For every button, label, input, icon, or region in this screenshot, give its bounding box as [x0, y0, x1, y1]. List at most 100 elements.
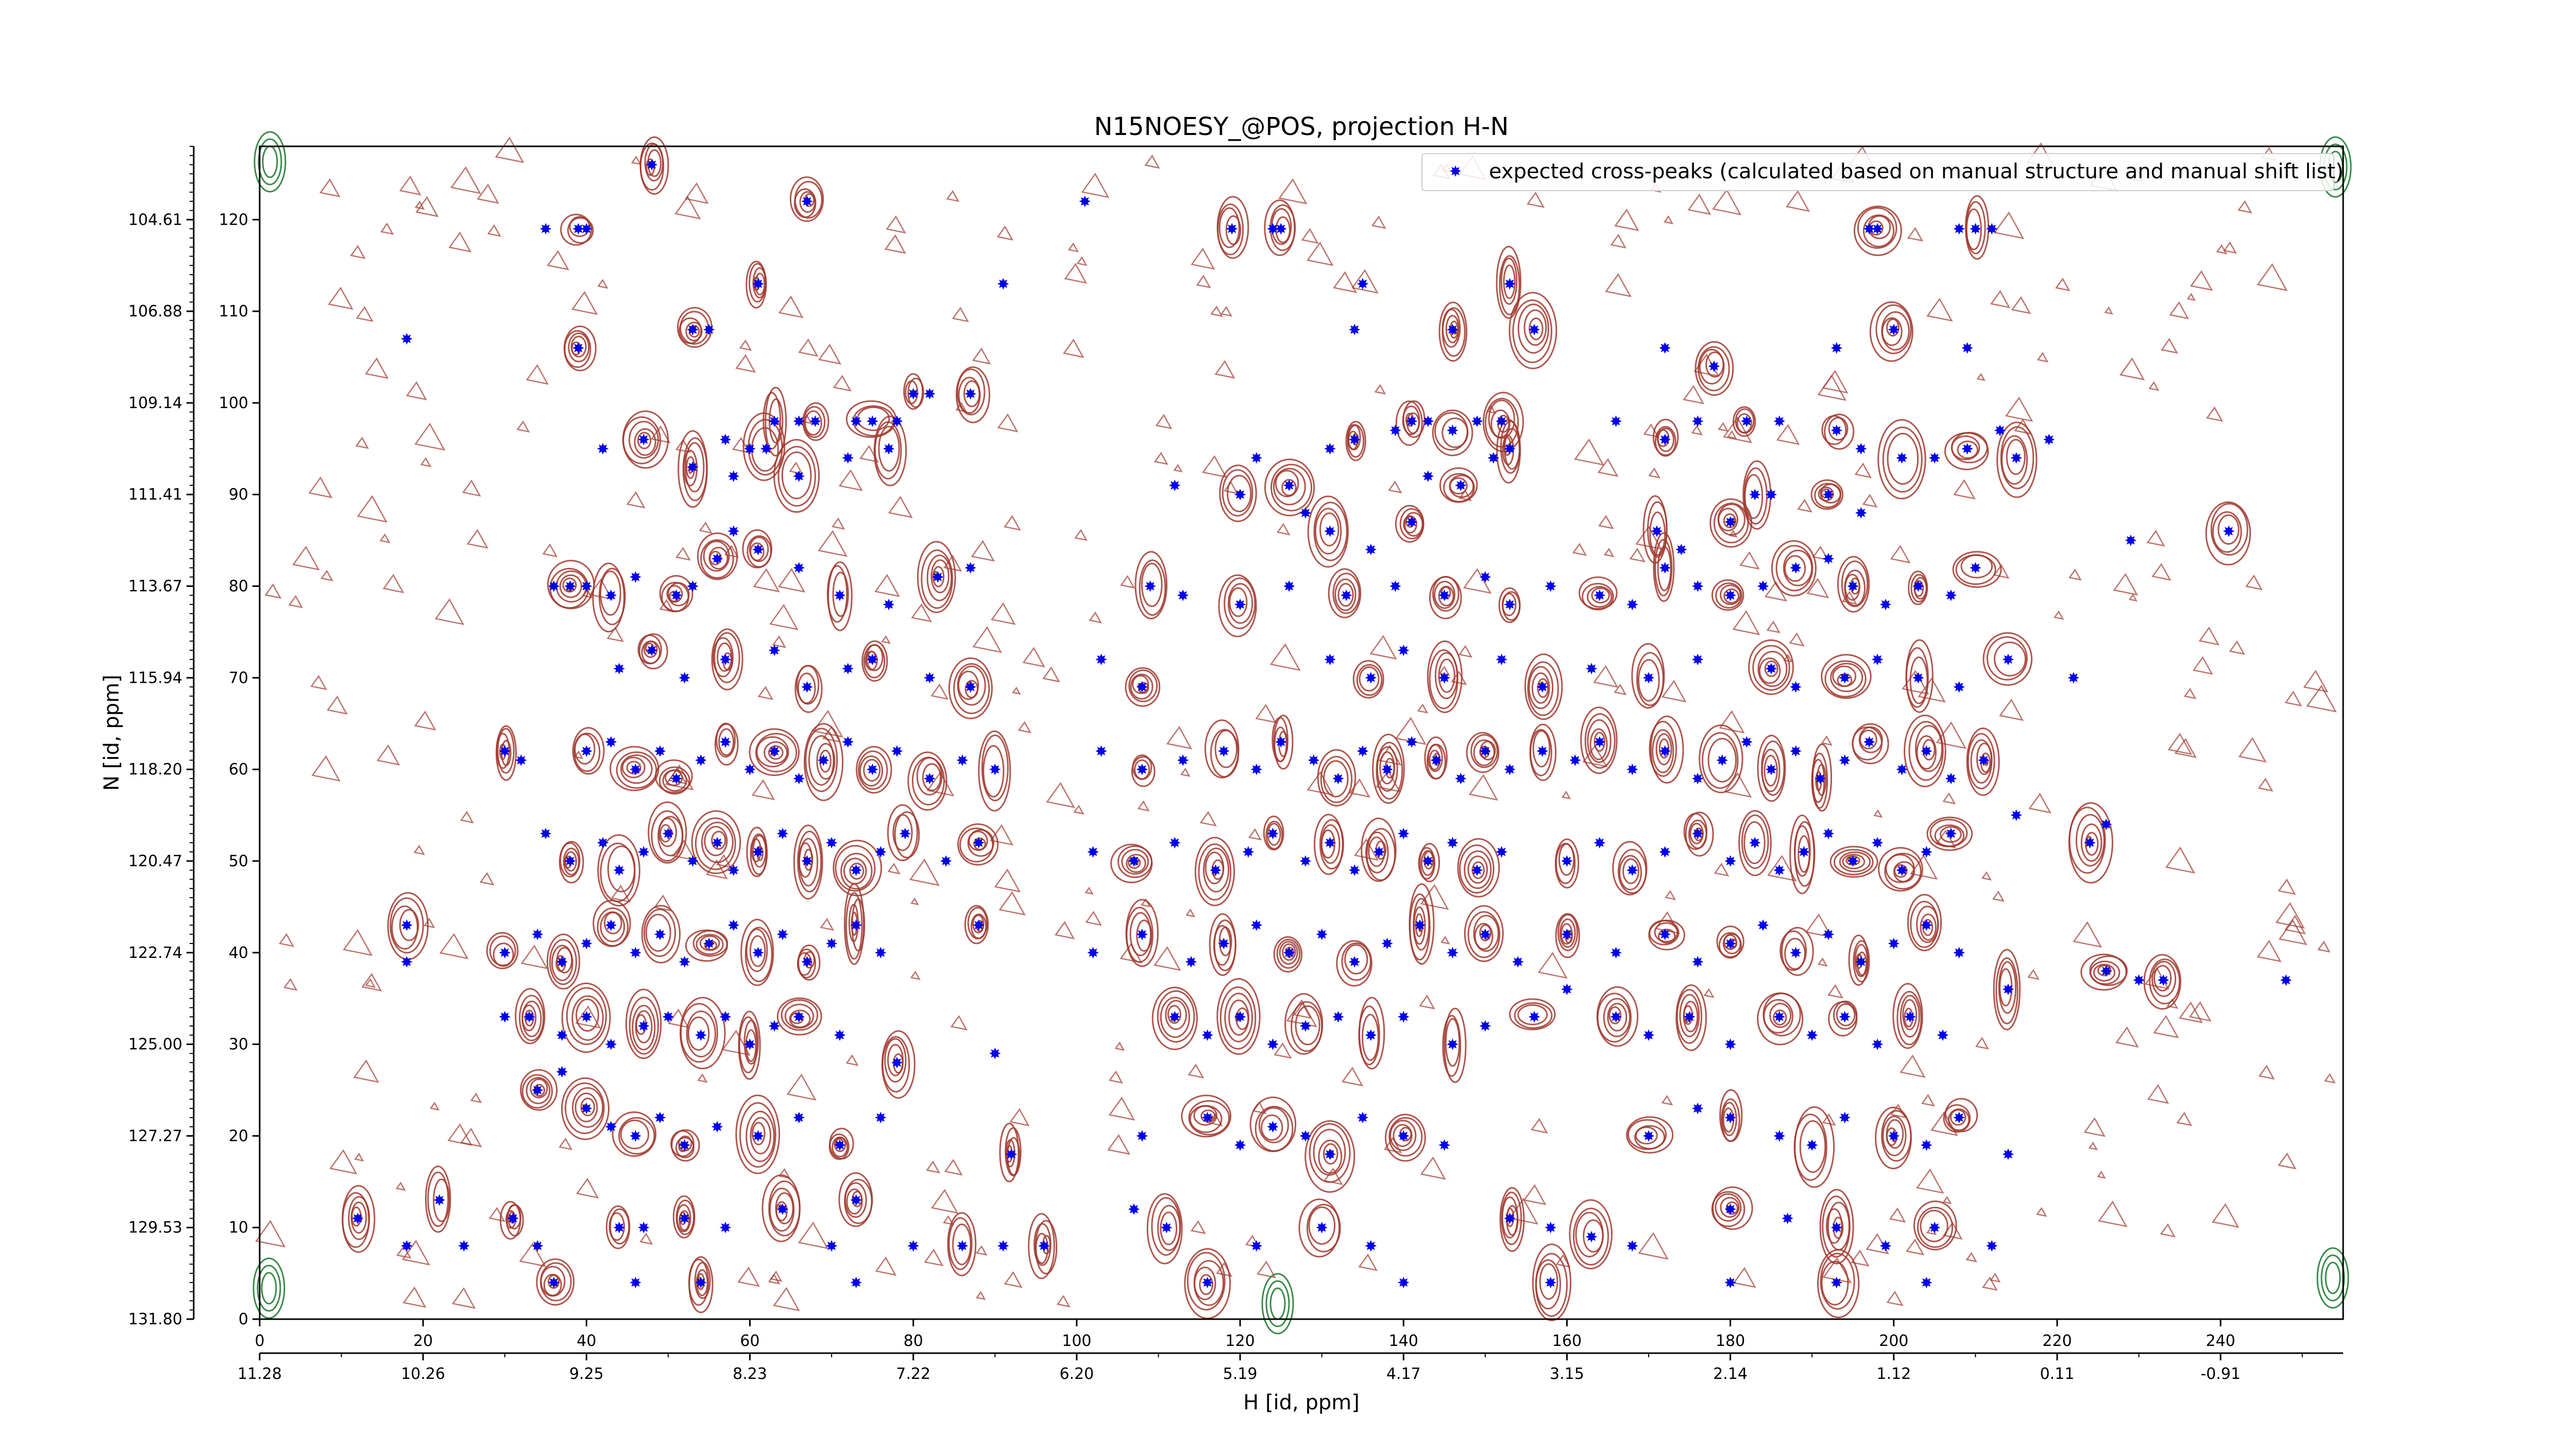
y-tick-label: 50 [229, 852, 248, 870]
noise-contour [930, 683, 949, 700]
noise-contour [420, 457, 432, 467]
cross-peak-marker [1299, 855, 1312, 867]
contour-line [765, 386, 787, 457]
noise-contour [732, 437, 751, 453]
contour-line [768, 1180, 801, 1237]
noise-contour [859, 445, 879, 463]
noise-contour [1084, 886, 1094, 895]
contour-line [1771, 540, 1817, 597]
noise-contour [2146, 530, 2165, 547]
cross-peak-marker [850, 415, 862, 427]
cross-peak-marker [752, 278, 764, 290]
cross-peak-marker [719, 1221, 732, 1234]
noise-contour [2027, 969, 2040, 980]
noise-contour [2174, 738, 2197, 759]
cross-peak-marker [1454, 772, 1467, 785]
noise-contour [439, 933, 469, 959]
noise-contour [1459, 489, 1472, 501]
cross-peak-marker [401, 956, 413, 968]
noise-contour [357, 495, 388, 523]
noise-contour [1009, 1108, 1030, 1126]
contour-line [1466, 732, 1500, 773]
contour-line [1711, 1191, 1745, 1227]
noise-contour [1727, 430, 1737, 440]
cross-peak-marker [924, 387, 936, 400]
contour-line [1202, 847, 1230, 892]
contour-line [1583, 1219, 1604, 1253]
noise-contour [1902, 670, 1929, 695]
contour-line [549, 939, 577, 985]
y-ppm-tick-label: 129.53 [128, 1219, 182, 1237]
contour-line [1500, 257, 1518, 305]
cross-peak-marker [752, 1130, 764, 1142]
noise-contour [735, 354, 756, 373]
contour-line [1467, 855, 1488, 884]
contour-line [752, 1122, 766, 1145]
cross-peak-marker [1430, 754, 1442, 766]
noise-contour [2083, 1117, 2106, 1137]
negative-contour [2320, 1254, 2345, 1302]
contour-line [2212, 511, 2242, 553]
noise-contour [812, 710, 844, 738]
y-tick-label: 40 [229, 944, 248, 962]
contour-line [629, 997, 659, 1055]
contour-line [793, 824, 823, 900]
noise-contour [1463, 568, 1492, 594]
contour-line [777, 446, 816, 507]
cross-peak-marker [1267, 1038, 1279, 1050]
cross-peak-marker [1920, 745, 1933, 757]
cross-peak-marker [1970, 562, 1981, 574]
noise-contour [1732, 610, 1760, 635]
cross-peak-marker [1822, 928, 1835, 940]
cross-peak-marker [1479, 928, 1492, 940]
contour-line [1146, 1193, 1183, 1265]
contour-line [856, 746, 892, 794]
cross-peak-marker [1839, 1111, 1851, 1124]
noise-contour [1910, 854, 1938, 880]
contour-line [1028, 1213, 1055, 1279]
contour-line [1830, 663, 1863, 693]
contour-line [1657, 546, 1672, 592]
noise-contour [361, 973, 382, 992]
cross-peak-marker [605, 589, 617, 601]
noise-contour [1993, 564, 2010, 579]
cross-peak-marker [679, 1212, 690, 1224]
contour-line [796, 952, 812, 976]
contour-line [1784, 555, 1806, 582]
cross-peak-marker [2010, 452, 2022, 464]
contour-line [1926, 816, 1973, 851]
cross-peak-marker [1324, 837, 1336, 849]
cross-peak-marker [1357, 278, 1369, 290]
cross-peak-marker [581, 937, 592, 950]
cross-peak-marker [1561, 928, 1573, 940]
contour-line [1608, 1006, 1622, 1024]
noise-contour [1354, 838, 1379, 861]
noise-contour [971, 540, 995, 562]
noise-contour [769, 604, 799, 630]
contour-line [1276, 938, 1301, 969]
cross-peak-marker [891, 1056, 903, 1069]
cross-peak-marker [776, 828, 789, 839]
cross-peak-marker [1405, 516, 1418, 528]
contour-line [704, 825, 728, 856]
noise-contour [994, 868, 1021, 893]
contour-line [692, 930, 728, 957]
noise-contour [1817, 957, 1828, 967]
contour-line [1707, 737, 1737, 783]
contour-line [1853, 940, 1870, 983]
cross-peak-marker [1324, 443, 1336, 455]
cross-peak-marker [1528, 324, 1540, 335]
x-tick-label: 120 [1225, 1332, 1255, 1350]
contour-line [1869, 301, 1913, 362]
cross-peak-marker [1928, 1221, 1941, 1234]
noise-contour [1605, 273, 1632, 297]
noise-contour [801, 414, 812, 425]
contour-line [2090, 961, 2121, 985]
contour-line [625, 988, 662, 1059]
noise-contour [659, 599, 674, 613]
noise-contour [1190, 1220, 1206, 1235]
noise-contour [1582, 745, 1608, 768]
noise-contour [434, 598, 465, 626]
noise-contour [2104, 306, 2113, 315]
x-tick-label: 140 [1389, 1332, 1418, 1350]
